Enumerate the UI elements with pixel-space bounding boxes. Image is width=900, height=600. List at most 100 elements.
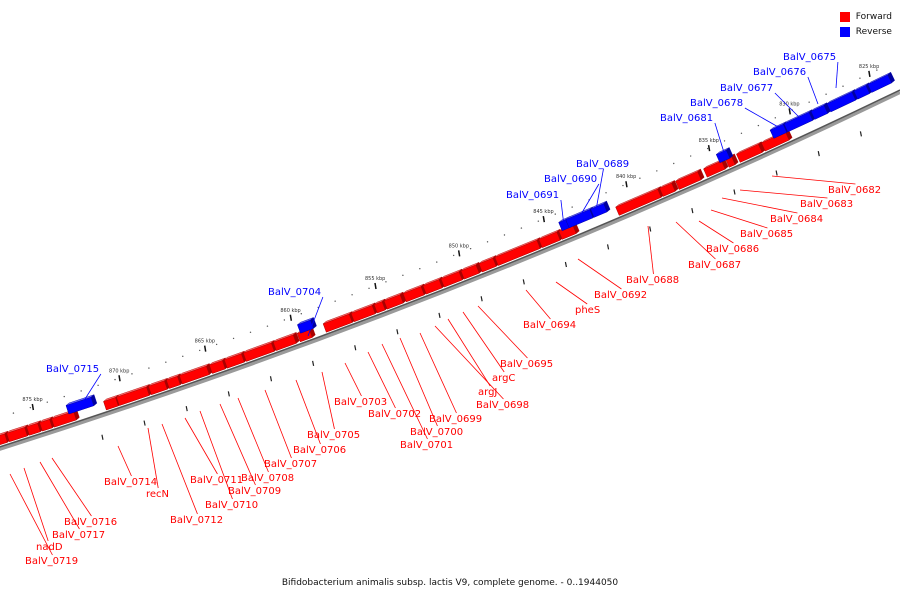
gene-label[interactable]: BalV_0707 bbox=[264, 459, 317, 470]
gene-label[interactable]: BalV_0702 bbox=[368, 409, 421, 420]
label-leader-line bbox=[555, 281, 588, 305]
gene-label[interactable]: BalV_0705 bbox=[307, 430, 360, 441]
gene-label[interactable]: BalV_0692 bbox=[594, 290, 647, 301]
forward-feature bbox=[272, 332, 300, 351]
gene-label[interactable]: BalV_0683 bbox=[800, 199, 853, 210]
scale-dot bbox=[622, 184, 624, 187]
gene-label[interactable]: BalV_0681 bbox=[660, 113, 713, 124]
legend: Forward Reverse bbox=[839, 9, 892, 39]
gene-label[interactable]: BalV_0701 bbox=[400, 440, 453, 451]
gene-label[interactable]: BalV_0677 bbox=[720, 83, 773, 94]
gene-label[interactable]: BalV_0716 bbox=[64, 517, 117, 528]
scale-dot bbox=[673, 162, 675, 165]
gene-label[interactable]: BalV_0712 bbox=[170, 515, 223, 526]
scale-dot bbox=[486, 241, 489, 243]
gene-label[interactable]: BalV_0694 bbox=[523, 320, 576, 331]
forward-feature bbox=[242, 340, 278, 362]
label-leader-line bbox=[835, 61, 839, 89]
lower-tick bbox=[269, 376, 273, 382]
gene-label[interactable]: BalV_0684 bbox=[770, 214, 823, 225]
scale-dot bbox=[757, 124, 760, 127]
gene-label[interactable]: BalV_0700 bbox=[410, 427, 463, 438]
label-leader-line bbox=[595, 168, 604, 211]
label-leader-line bbox=[199, 410, 233, 500]
scale-dot bbox=[249, 331, 252, 334]
label-leader-line bbox=[577, 258, 622, 290]
scale-dot bbox=[199, 349, 201, 352]
gene-label[interactable]: BalV_0703 bbox=[334, 397, 387, 408]
gene-label[interactable]: BalV_0715 bbox=[46, 364, 99, 375]
forward-feature bbox=[383, 291, 407, 310]
label-leader-line bbox=[739, 189, 828, 199]
lower-tick bbox=[101, 434, 104, 440]
gene-label[interactable]: argC bbox=[492, 373, 515, 384]
label-leader-line bbox=[219, 403, 256, 486]
scale-dot bbox=[97, 384, 99, 387]
scale-dot bbox=[402, 274, 404, 277]
gene-label[interactable]: BalV_0676 bbox=[753, 67, 806, 78]
gene-label[interactable]: BalV_0710 bbox=[205, 500, 258, 511]
gene-label[interactable]: BalV_0711 bbox=[190, 475, 243, 486]
scale-tick-label: 830 kbp bbox=[779, 101, 799, 107]
reverse-feature bbox=[867, 71, 895, 93]
label-leader-line bbox=[710, 209, 768, 229]
forward-feature bbox=[39, 416, 56, 432]
reverse-feature bbox=[590, 200, 611, 218]
gene-label[interactable]: BalV_0675 bbox=[783, 52, 836, 63]
gene-label[interactable]: BalV_0690 bbox=[544, 174, 597, 185]
lower-tick bbox=[227, 391, 230, 397]
label-leader-line bbox=[184, 417, 218, 475]
forward-feature bbox=[460, 262, 483, 280]
gene-label[interactable]: BalV_0708 bbox=[241, 473, 294, 484]
gene-label[interactable]: BalV_0704 bbox=[268, 287, 321, 298]
scale-dot bbox=[215, 343, 218, 346]
gene-label[interactable]: BalV_0682 bbox=[828, 185, 881, 196]
forward-swatch bbox=[839, 11, 850, 22]
gene-label[interactable]: BalV_0689 bbox=[576, 159, 629, 170]
label-leader-line bbox=[647, 225, 654, 275]
scale-tick-label: 850 kbp bbox=[449, 243, 469, 249]
gene-label[interactable]: recN bbox=[146, 489, 169, 500]
gene-label[interactable]: BalV_0709 bbox=[228, 486, 281, 497]
label-leader-line bbox=[419, 332, 457, 414]
label-leader-line bbox=[721, 197, 798, 214]
gene-label[interactable]: BalV_0699 bbox=[429, 414, 482, 425]
scale-dot bbox=[537, 220, 540, 222]
label-leader-line bbox=[77, 373, 102, 411]
gene-label[interactable]: BalV_0695 bbox=[500, 359, 553, 370]
gene-label[interactable]: BalV_0688 bbox=[626, 275, 679, 286]
scale-tick bbox=[203, 345, 207, 352]
reverse-feature bbox=[715, 147, 734, 164]
gene-label[interactable]: BalV_0714 bbox=[104, 477, 157, 488]
scale-dot bbox=[232, 337, 235, 340]
lower-tick bbox=[396, 329, 399, 335]
scale-dot bbox=[723, 140, 726, 142]
lower-tick bbox=[691, 208, 694, 214]
gene-label[interactable]: BalV_0685 bbox=[740, 229, 793, 240]
gene-label[interactable]: BalV_0719 bbox=[25, 556, 78, 567]
gene-labels: BalV_0675 BalV_0676 BalV_0677 BalV_0678 BalV… bbox=[25, 52, 881, 567]
gene-label[interactable]: BalV_0706 bbox=[293, 445, 346, 456]
scale-dot bbox=[300, 313, 302, 315]
label-leader-line bbox=[560, 199, 565, 227]
scale-dot bbox=[46, 401, 48, 403]
forward-feature bbox=[538, 229, 564, 248]
gene-label[interactable]: BalV_0691 bbox=[506, 190, 559, 201]
gene-label[interactable]: BalV_0686 bbox=[706, 244, 759, 255]
gene-label[interactable]: argJ bbox=[478, 387, 497, 398]
gene-label[interactable]: nadD bbox=[36, 542, 63, 553]
gene-label[interactable]: BalV_0687 bbox=[688, 260, 741, 271]
scale-dot bbox=[63, 395, 65, 398]
label-leader-line bbox=[525, 289, 551, 320]
gene-label[interactable]: BalV_0678 bbox=[690, 98, 743, 109]
scale-dot bbox=[452, 254, 455, 257]
scale-dot bbox=[114, 378, 116, 381]
gene-label[interactable]: pheS bbox=[575, 305, 600, 316]
scale-dot bbox=[148, 367, 150, 369]
scale-dot bbox=[182, 355, 184, 358]
gene-label[interactable]: BalV_0698 bbox=[476, 400, 529, 411]
gene-label[interactable]: BalV_0717 bbox=[52, 530, 105, 541]
reverse-features bbox=[65, 71, 895, 415]
scale-dot bbox=[351, 294, 353, 296]
label-leader-line bbox=[771, 175, 856, 185]
